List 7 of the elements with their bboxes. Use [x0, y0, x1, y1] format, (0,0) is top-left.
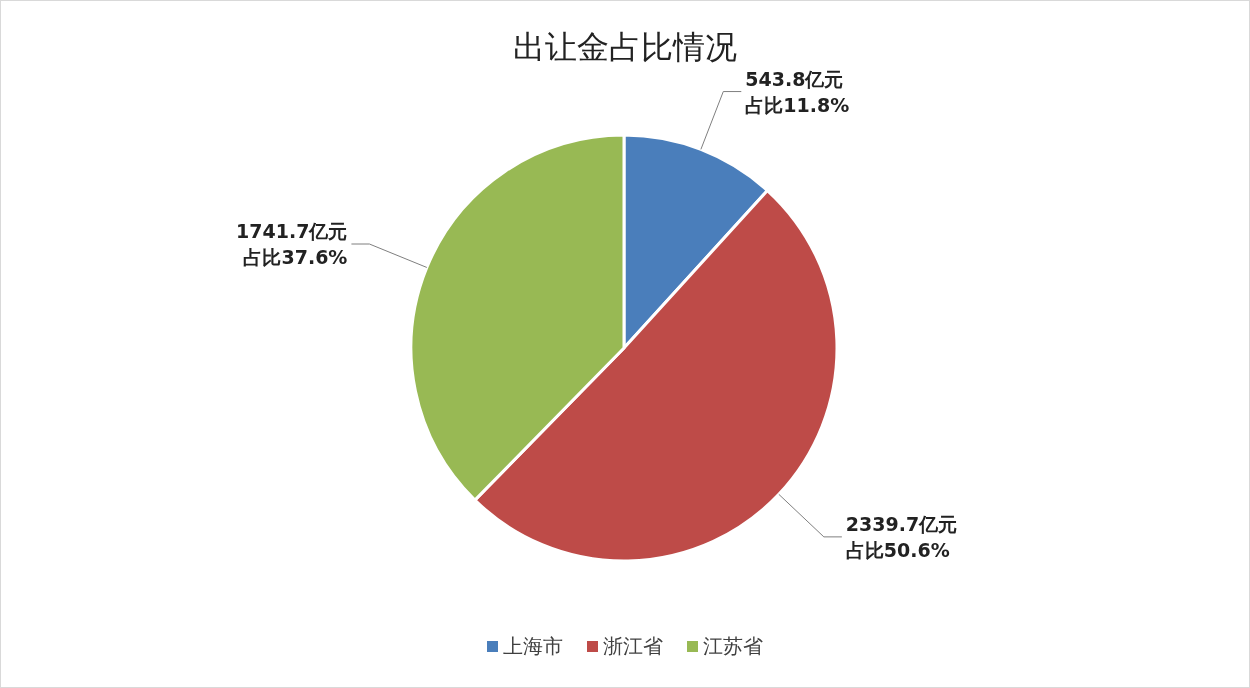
legend-label: 上海市 [503, 634, 563, 658]
legend-label: 浙江省 [603, 634, 663, 658]
data-label: 1741.7亿元占比37.6% [236, 220, 348, 269]
data-label: 2339.7亿元占比50.6% [845, 512, 958, 561]
chart-title: 出让金占比情况 [513, 28, 737, 66]
data-label: 543.8亿元占比11.8% [745, 67, 850, 116]
legend-label: 江苏省 [703, 634, 763, 658]
